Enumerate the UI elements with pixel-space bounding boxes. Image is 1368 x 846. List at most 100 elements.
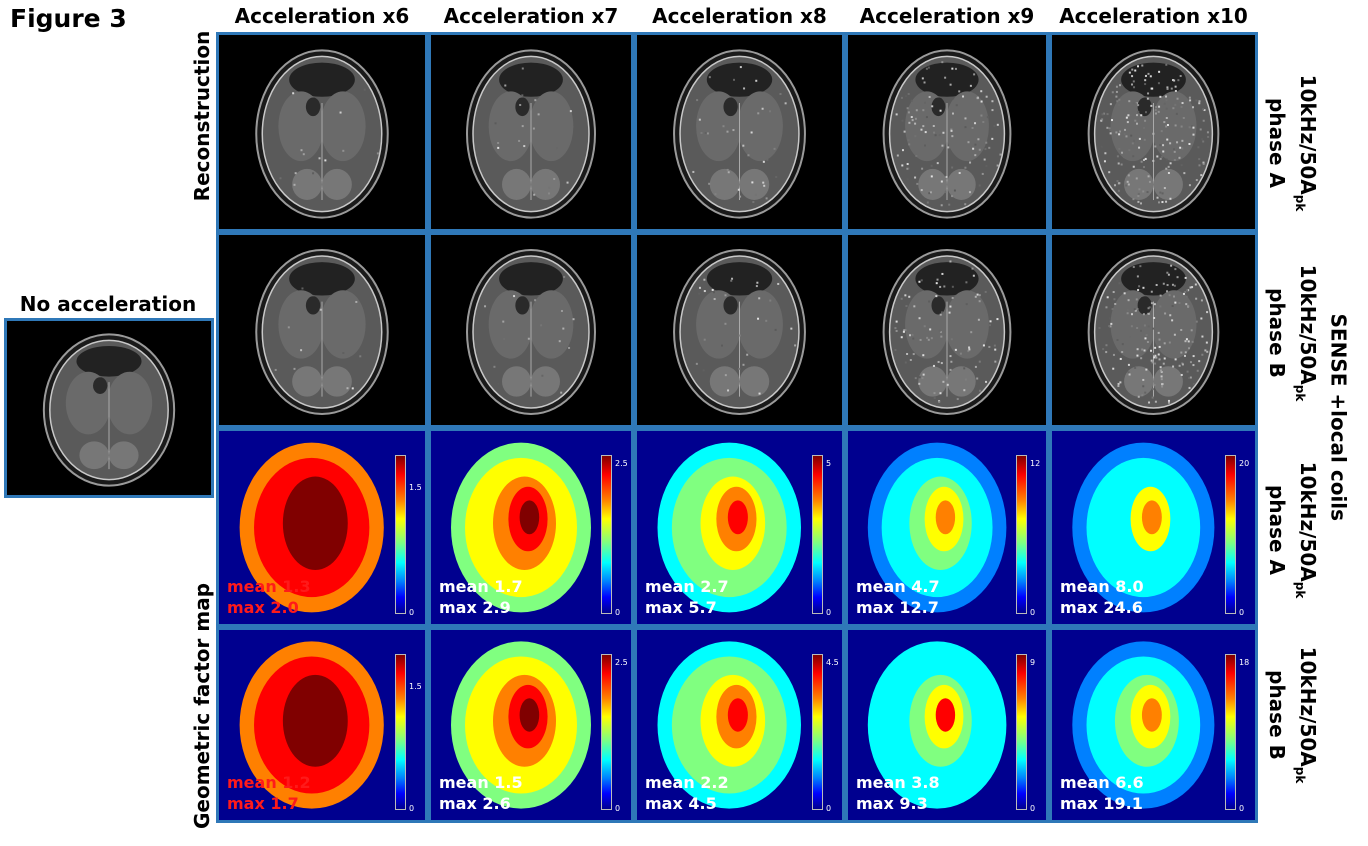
gfactor-heatmap bbox=[1072, 641, 1215, 809]
row-label-3: 10kHz/50Apk phase A bbox=[1265, 455, 1320, 605]
colorbar bbox=[1225, 654, 1236, 810]
colorbar-bottom-tick: 0 bbox=[615, 804, 621, 813]
column-header-2: Acceleration x7 bbox=[443, 4, 619, 28]
gfactor-max: max 2.0 bbox=[227, 598, 299, 617]
gfactor-mean: mean 2.2 bbox=[645, 773, 729, 792]
brain-image bbox=[42, 333, 176, 487]
colorbar-top-tick: 2.5 bbox=[615, 658, 628, 667]
colorbar-bottom-tick: 0 bbox=[409, 804, 415, 813]
row-label-freq: 10kHz/50A bbox=[1296, 74, 1320, 195]
colorbar-bottom-tick: 0 bbox=[826, 804, 832, 813]
row-label-freq: 10kHz/50A bbox=[1296, 264, 1320, 385]
brain-image bbox=[466, 249, 596, 415]
gfactor-max: max 2.6 bbox=[439, 794, 511, 813]
figure-title: Figure 3 bbox=[10, 4, 127, 33]
gfactor-map-phase-a-col5: 20 0 mean 8.0 max 24.6 bbox=[1049, 428, 1258, 627]
gfactor-mean: mean 1.7 bbox=[439, 577, 523, 596]
column-header-4: Acceleration x9 bbox=[859, 4, 1035, 28]
geometric-factor-map-label: Geometric factor map bbox=[190, 582, 214, 830]
row-label-phase: phase B bbox=[1265, 670, 1289, 760]
gfactor-heatmap bbox=[239, 442, 384, 613]
colorbar bbox=[395, 654, 406, 810]
gfactor-mean: mean 1.2 bbox=[227, 773, 311, 792]
gfactor-heatmap bbox=[1072, 442, 1215, 613]
gfactor-max: max 5.7 bbox=[645, 598, 717, 617]
gfactor-stats: mean 2.7 max 5.7 bbox=[645, 576, 729, 618]
reconstruction-image-phase-b-col5 bbox=[1049, 232, 1258, 428]
colorbar-top-tick: 9 bbox=[1030, 658, 1036, 667]
reconstruction-image-phase-b-col2 bbox=[428, 232, 634, 428]
gfactor-max: max 4.5 bbox=[645, 794, 717, 813]
gfactor-stats: mean 1.2 max 1.7 bbox=[227, 772, 311, 814]
row-label-line1: 10kHz/50Apk bbox=[1288, 640, 1320, 790]
gfactor-stats: mean 1.5 max 2.6 bbox=[439, 772, 523, 814]
gfactor-stats: mean 6.6 max 19.1 bbox=[1060, 772, 1144, 814]
gfactor-mean: mean 6.6 bbox=[1060, 773, 1144, 792]
gfactor-mean: mean 2.7 bbox=[645, 577, 729, 596]
colorbar bbox=[1225, 455, 1236, 614]
colorbar bbox=[601, 654, 612, 810]
gfactor-mean: mean 1.5 bbox=[439, 773, 523, 792]
colorbar-bottom-tick: 0 bbox=[1239, 804, 1245, 813]
reconstruction-image-phase-a-col4 bbox=[845, 32, 1049, 232]
colorbar-mid-tick: 1.5 bbox=[409, 483, 422, 492]
gfactor-map-phase-b-col3: 4.5 0 mean 2.2 max 4.5 bbox=[634, 627, 845, 823]
gfactor-heatmap bbox=[657, 442, 801, 613]
colorbar bbox=[812, 455, 823, 614]
gfactor-stats: mean 3.8 max 9.3 bbox=[856, 772, 940, 814]
row-label-freq: 10kHz/50A bbox=[1296, 461, 1320, 582]
gfactor-mean: mean 4.7 bbox=[856, 577, 940, 596]
colorbar-top-tick: 4.5 bbox=[826, 658, 839, 667]
no-acceleration-image bbox=[4, 318, 214, 498]
gfactor-map-phase-b-col5: 18 0 mean 6.6 max 19.1 bbox=[1049, 627, 1258, 823]
brain-image bbox=[673, 49, 806, 219]
colorbar-mid-tick: 1.5 bbox=[409, 682, 422, 691]
gfactor-mean: mean 8.0 bbox=[1060, 577, 1144, 596]
gfactor-stats: mean 1.3 max 2.0 bbox=[227, 576, 311, 618]
colorbar-bottom-tick: 0 bbox=[1239, 608, 1245, 617]
colorbar bbox=[1016, 654, 1027, 810]
gfactor-stats: mean 4.7 max 12.7 bbox=[856, 576, 940, 618]
colorbar-top-tick: 20 bbox=[1239, 459, 1250, 468]
brain-image bbox=[882, 49, 1012, 219]
gfactor-map-phase-a-col2: 2.5 0 mean 1.7 max 2.9 bbox=[428, 428, 634, 627]
gfactor-stats: mean 1.7 max 2.9 bbox=[439, 576, 523, 618]
colorbar bbox=[812, 654, 823, 810]
row-label-phase: phase A bbox=[1265, 98, 1289, 188]
row-label-line1: 10kHz/50Apk bbox=[1288, 258, 1320, 408]
gfactor-map-phase-a-col4: 12 0 mean 4.7 max 12.7 bbox=[845, 428, 1049, 627]
colorbar-bottom-tick: 0 bbox=[1030, 804, 1036, 813]
colorbar-bottom-tick: 0 bbox=[1030, 608, 1036, 617]
gfactor-map-phase-b-col2: 2.5 0 mean 1.5 max 2.6 bbox=[428, 627, 634, 823]
gfactor-max: max 12.7 bbox=[856, 598, 939, 617]
gfactor-map-phase-a-col3: 5 0 mean 2.7 max 5.7 bbox=[634, 428, 845, 627]
row-label-phase: phase A bbox=[1265, 485, 1289, 575]
brain-image bbox=[882, 249, 1012, 415]
gfactor-map-phase-b-col4: 9 0 mean 3.8 max 9.3 bbox=[845, 627, 1049, 823]
gfactor-mean: mean 1.3 bbox=[227, 577, 311, 596]
colorbar-top-tick: 18 bbox=[1239, 658, 1250, 667]
gfactor-mean: mean 3.8 bbox=[856, 773, 940, 792]
row-label-2: 10kHz/50Apk phase B bbox=[1265, 258, 1320, 408]
sense-local-coils-label: SENSE +local coils bbox=[1326, 313, 1351, 522]
brain-image bbox=[673, 249, 806, 415]
gfactor-map-phase-b-col1: 1.5 0 mean 1.2 max 1.7 bbox=[216, 627, 428, 823]
colorbar-bottom-tick: 0 bbox=[615, 608, 621, 617]
reconstruction-label: Reconstruction bbox=[190, 30, 214, 202]
colorbar-bottom-tick: 0 bbox=[409, 608, 415, 617]
reconstruction-image-phase-a-col3 bbox=[634, 32, 845, 232]
column-header-3: Acceleration x8 bbox=[652, 4, 827, 28]
colorbar-top-tick: 2.5 bbox=[615, 459, 628, 468]
reconstruction-image-phase-a-col2 bbox=[428, 32, 634, 232]
colorbar bbox=[601, 455, 612, 614]
gfactor-max: max 19.1 bbox=[1060, 794, 1143, 813]
gfactor-heatmap bbox=[867, 641, 1007, 809]
row-label-4: 10kHz/50Apk phase B bbox=[1265, 640, 1320, 790]
colorbar bbox=[1016, 455, 1027, 614]
colorbar-top-tick: 12 bbox=[1030, 459, 1041, 468]
row-label-subscript: pk bbox=[1293, 384, 1307, 402]
gfactor-map-phase-a-col1: 1.5 0 mean 1.3 max 2.0 bbox=[216, 428, 428, 627]
column-header-5: Acceleration x10 bbox=[1059, 4, 1248, 28]
colorbar-bottom-tick: 0 bbox=[826, 608, 832, 617]
column-header-1: Acceleration x6 bbox=[234, 4, 410, 28]
